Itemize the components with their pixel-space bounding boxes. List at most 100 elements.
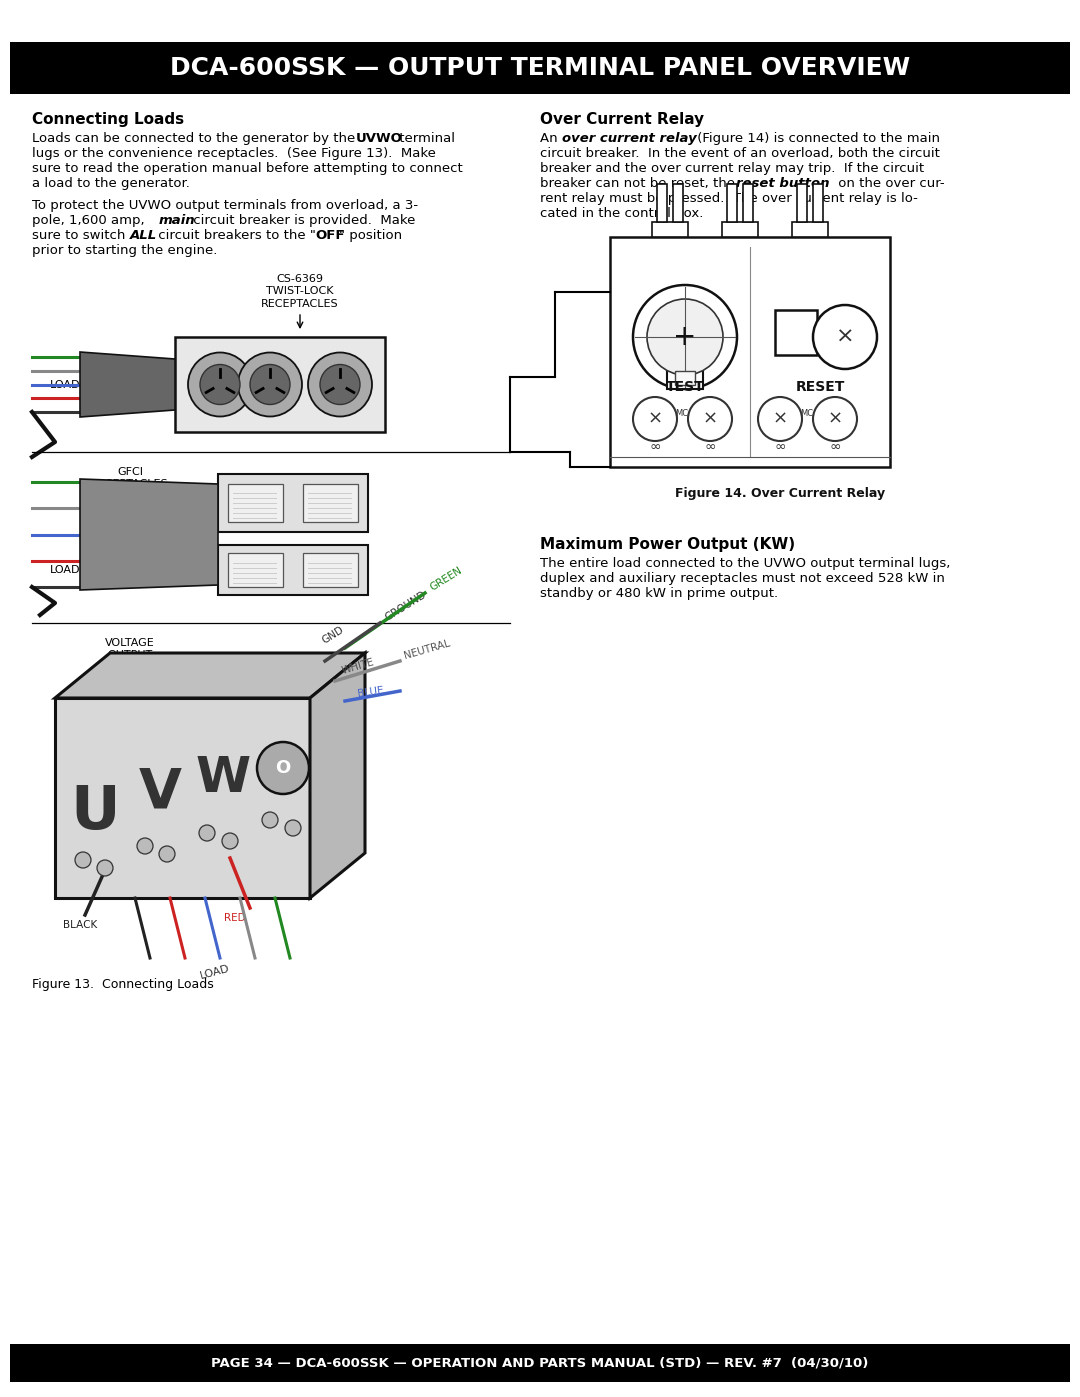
Text: ALL: ALL [130, 229, 158, 242]
Circle shape [222, 833, 238, 849]
Text: VOLTAGE
OUTPUT
TERMINALS: VOLTAGE OUTPUT TERMINALS [98, 638, 162, 673]
Bar [657, 184, 667, 222]
Bar [55, 698, 310, 898]
Text: ∞: ∞ [649, 440, 661, 454]
Circle shape [633, 397, 677, 441]
Circle shape [308, 352, 372, 416]
Bar [218, 474, 368, 532]
Bar [10, 1344, 1070, 1382]
Circle shape [199, 826, 215, 841]
Text: ×: × [772, 409, 787, 427]
Bar [813, 184, 823, 222]
Text: ∞: ∞ [829, 440, 840, 454]
Bar [723, 222, 758, 237]
Text: on the over cur-: on the over cur- [834, 177, 945, 190]
Text: breaker can not be reset, the: breaker can not be reset, the [540, 177, 739, 190]
Bar [652, 222, 688, 237]
Text: lugs or the convenience receptacles.  (See Figure 13).  Make: lugs or the convenience receptacles. (Se… [32, 147, 436, 161]
Text: ∞: ∞ [704, 440, 716, 454]
Text: duplex and auxiliary receptacles must not exceed 528 kW in: duplex and auxiliary receptacles must no… [540, 571, 945, 585]
Circle shape [285, 820, 301, 835]
Circle shape [159, 847, 175, 862]
Text: +: + [673, 323, 697, 351]
Text: pole, 1,600 amp,: pole, 1,600 amp, [32, 214, 153, 226]
Circle shape [633, 285, 737, 388]
Text: RESET: RESET [795, 380, 845, 394]
Bar [673, 184, 683, 222]
Bar [675, 372, 696, 386]
Text: U: U [70, 784, 120, 842]
Bar [775, 310, 816, 355]
Bar [797, 184, 807, 222]
Text: " position: " position [339, 229, 402, 242]
Text: LOAD: LOAD [50, 564, 81, 576]
Text: Figure 14. Over Current Relay: Figure 14. Over Current Relay [675, 488, 886, 500]
Text: TEST: TEST [665, 380, 704, 394]
Bar [303, 553, 357, 587]
Text: Loads can be connected to the generator by the: Loads can be connected to the generator … [32, 131, 360, 145]
Text: WHITE: WHITE [340, 657, 375, 676]
Text: The entire load connected to the UVWO output terminal lugs,: The entire load connected to the UVWO ou… [540, 557, 950, 570]
Text: O: O [275, 759, 291, 777]
Text: ×: × [827, 409, 842, 427]
Text: ×: × [647, 409, 662, 427]
Circle shape [249, 365, 291, 405]
Text: over current relay: over current relay [562, 131, 697, 145]
Text: MC: MC [800, 409, 813, 419]
Bar [792, 222, 828, 237]
Text: NEUTRAL: NEUTRAL [403, 638, 451, 661]
Circle shape [813, 305, 877, 369]
Circle shape [238, 352, 302, 416]
Bar [743, 184, 753, 222]
Circle shape [137, 838, 153, 854]
Text: PAGE 34 — DCA-600SSK — OPERATION AND PARTS MANUAL (STD) — REV. #7  (04/30/10): PAGE 34 — DCA-600SSK — OPERATION AND PAR… [212, 1356, 868, 1369]
Polygon shape [55, 652, 365, 698]
Text: GND: GND [320, 624, 346, 645]
Text: To protect the UVWO output terminals from overload, a 3-: To protect the UVWO output terminals fro… [32, 198, 418, 212]
Text: (Figure 14) is connected to the main: (Figure 14) is connected to the main [693, 131, 940, 145]
Circle shape [647, 299, 723, 374]
Text: cated in the control box.: cated in the control box. [540, 207, 703, 219]
Bar [228, 553, 283, 587]
Circle shape [97, 861, 113, 876]
Text: main: main [159, 214, 195, 226]
Text: Maximum Power Output (KW): Maximum Power Output (KW) [540, 536, 795, 552]
Text: CS-6369
TWIST-LOCK
RECEPTACLES: CS-6369 TWIST-LOCK RECEPTACLES [261, 274, 339, 309]
Circle shape [262, 812, 278, 828]
Circle shape [758, 397, 802, 441]
Polygon shape [80, 479, 218, 590]
Text: reset button: reset button [735, 177, 829, 190]
Text: LOAD: LOAD [50, 380, 81, 390]
Text: sure to read the operation manual before attempting to connect: sure to read the operation manual before… [32, 162, 462, 175]
Text: prior to starting the engine.: prior to starting the engine. [32, 244, 217, 257]
Bar [303, 483, 357, 522]
Text: GREEN: GREEN [428, 566, 463, 592]
Bar [10, 42, 1070, 94]
Text: MC: MC [675, 409, 689, 419]
Text: GFCI
RECEPTACLES: GFCI RECEPTACLES [91, 467, 168, 489]
Text: standby or 480 kW in prime output.: standby or 480 kW in prime output. [540, 587, 778, 599]
Circle shape [188, 352, 252, 416]
Bar [610, 237, 890, 467]
Text: An: An [540, 131, 562, 145]
Circle shape [200, 365, 240, 405]
Bar [228, 483, 283, 522]
Text: Connecting Loads: Connecting Loads [32, 112, 184, 127]
Bar [218, 545, 368, 595]
Text: LOAD: LOAD [199, 963, 231, 981]
Circle shape [75, 852, 91, 868]
Text: terminal: terminal [395, 131, 455, 145]
Text: Over Current Relay: Over Current Relay [540, 112, 704, 127]
Text: breaker and the over current relay may trip.  If the circuit: breaker and the over current relay may t… [540, 162, 924, 175]
Bar [175, 337, 384, 432]
Text: Figure 13.  Connecting Loads: Figure 13. Connecting Loads [32, 978, 214, 990]
Text: ×: × [702, 409, 717, 427]
Text: UVWO: UVWO [356, 131, 403, 145]
Text: circuit breaker.  In the event of an overload, both the circuit: circuit breaker. In the event of an over… [540, 147, 940, 161]
Polygon shape [310, 652, 365, 898]
Text: ×: × [836, 327, 854, 346]
Circle shape [320, 365, 360, 405]
Circle shape [813, 397, 858, 441]
Circle shape [688, 397, 732, 441]
Text: sure to switch: sure to switch [32, 229, 130, 242]
